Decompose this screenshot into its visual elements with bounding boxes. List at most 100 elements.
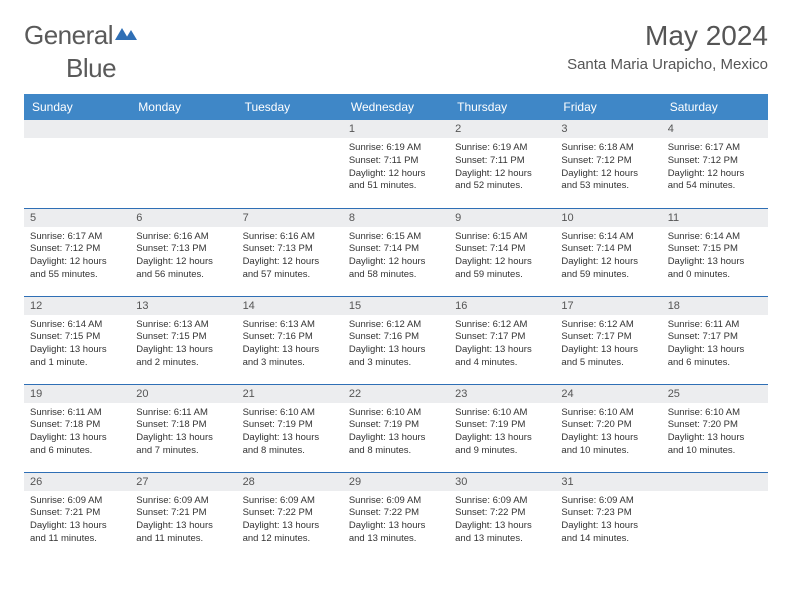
calendar-cell: 5Sunrise: 6:17 AMSunset: 7:12 PMDaylight…: [24, 208, 130, 296]
day-details: Sunrise: 6:14 AMSunset: 7:15 PMDaylight:…: [662, 227, 768, 288]
day-details: Sunrise: 6:17 AMSunset: 7:12 PMDaylight:…: [662, 138, 768, 199]
calendar-cell: 8Sunrise: 6:15 AMSunset: 7:14 PMDaylight…: [343, 208, 449, 296]
weekday-header-row: SundayMondayTuesdayWednesdayThursdayFrid…: [24, 94, 768, 120]
calendar-cell: 13Sunrise: 6:13 AMSunset: 7:15 PMDayligh…: [130, 296, 236, 384]
day-number: 1: [343, 120, 449, 138]
day-number-empty: [24, 120, 130, 138]
weekday-header: Monday: [130, 94, 236, 120]
calendar-table: SundayMondayTuesdayWednesdayThursdayFrid…: [24, 94, 768, 560]
day-details: Sunrise: 6:16 AMSunset: 7:13 PMDaylight:…: [130, 227, 236, 288]
weekday-header: Tuesday: [237, 94, 343, 120]
calendar-cell: 22Sunrise: 6:10 AMSunset: 7:19 PMDayligh…: [343, 384, 449, 472]
day-number: 30: [449, 473, 555, 491]
day-number: 3: [555, 120, 661, 138]
day-details: Sunrise: 6:13 AMSunset: 7:15 PMDaylight:…: [130, 315, 236, 376]
day-details: Sunrise: 6:09 AMSunset: 7:21 PMDaylight:…: [24, 491, 130, 552]
day-number: 21: [237, 385, 343, 403]
day-details: Sunrise: 6:10 AMSunset: 7:19 PMDaylight:…: [449, 403, 555, 464]
day-details: Sunrise: 6:10 AMSunset: 7:19 PMDaylight:…: [237, 403, 343, 464]
day-number: 19: [24, 385, 130, 403]
calendar-cell: 12Sunrise: 6:14 AMSunset: 7:15 PMDayligh…: [24, 296, 130, 384]
calendar-cell: [24, 120, 130, 208]
calendar-cell: 18Sunrise: 6:11 AMSunset: 7:17 PMDayligh…: [662, 296, 768, 384]
calendar-cell: 21Sunrise: 6:10 AMSunset: 7:19 PMDayligh…: [237, 384, 343, 472]
calendar-cell: 24Sunrise: 6:10 AMSunset: 7:20 PMDayligh…: [555, 384, 661, 472]
logo-text-1: General: [24, 20, 113, 51]
day-details: Sunrise: 6:11 AMSunset: 7:18 PMDaylight:…: [130, 403, 236, 464]
day-details: Sunrise: 6:12 AMSunset: 7:17 PMDaylight:…: [449, 315, 555, 376]
calendar-cell: 25Sunrise: 6:10 AMSunset: 7:20 PMDayligh…: [662, 384, 768, 472]
day-number: 28: [237, 473, 343, 491]
calendar-cell: 23Sunrise: 6:10 AMSunset: 7:19 PMDayligh…: [449, 384, 555, 472]
calendar-row: 12Sunrise: 6:14 AMSunset: 7:15 PMDayligh…: [24, 296, 768, 384]
calendar-cell: 29Sunrise: 6:09 AMSunset: 7:22 PMDayligh…: [343, 472, 449, 560]
day-number: 27: [130, 473, 236, 491]
day-number: 11: [662, 209, 768, 227]
day-number: 6: [130, 209, 236, 227]
day-details: Sunrise: 6:17 AMSunset: 7:12 PMDaylight:…: [24, 227, 130, 288]
day-details: Sunrise: 6:15 AMSunset: 7:14 PMDaylight:…: [343, 227, 449, 288]
calendar-row: 26Sunrise: 6:09 AMSunset: 7:21 PMDayligh…: [24, 472, 768, 560]
day-number-empty: [237, 120, 343, 138]
calendar-cell: 20Sunrise: 6:11 AMSunset: 7:18 PMDayligh…: [130, 384, 236, 472]
day-details: Sunrise: 6:09 AMSunset: 7:22 PMDaylight:…: [449, 491, 555, 552]
calendar-cell: [130, 120, 236, 208]
weekday-header: Wednesday: [343, 94, 449, 120]
calendar-cell: 6Sunrise: 6:16 AMSunset: 7:13 PMDaylight…: [130, 208, 236, 296]
calendar-row: 1Sunrise: 6:19 AMSunset: 7:11 PMDaylight…: [24, 120, 768, 208]
day-details: Sunrise: 6:15 AMSunset: 7:14 PMDaylight:…: [449, 227, 555, 288]
day-details: Sunrise: 6:10 AMSunset: 7:20 PMDaylight:…: [662, 403, 768, 464]
day-details: Sunrise: 6:12 AMSunset: 7:16 PMDaylight:…: [343, 315, 449, 376]
day-details: Sunrise: 6:12 AMSunset: 7:17 PMDaylight:…: [555, 315, 661, 376]
day-details: Sunrise: 6:14 AMSunset: 7:14 PMDaylight:…: [555, 227, 661, 288]
calendar-cell: 30Sunrise: 6:09 AMSunset: 7:22 PMDayligh…: [449, 472, 555, 560]
day-number: 18: [662, 297, 768, 315]
day-number: 13: [130, 297, 236, 315]
day-number-empty: [662, 473, 768, 491]
weekday-header: Sunday: [24, 94, 130, 120]
day-number: 17: [555, 297, 661, 315]
day-number: 23: [449, 385, 555, 403]
month-title: May 2024: [567, 20, 768, 52]
day-details: Sunrise: 6:10 AMSunset: 7:20 PMDaylight:…: [555, 403, 661, 464]
day-details: Sunrise: 6:11 AMSunset: 7:18 PMDaylight:…: [24, 403, 130, 464]
day-number: 24: [555, 385, 661, 403]
day-number: 26: [24, 473, 130, 491]
day-details: Sunrise: 6:13 AMSunset: 7:16 PMDaylight:…: [237, 315, 343, 376]
calendar-row: 5Sunrise: 6:17 AMSunset: 7:12 PMDaylight…: [24, 208, 768, 296]
calendar-cell: 11Sunrise: 6:14 AMSunset: 7:15 PMDayligh…: [662, 208, 768, 296]
day-number: 20: [130, 385, 236, 403]
day-number: 10: [555, 209, 661, 227]
calendar-cell: 1Sunrise: 6:19 AMSunset: 7:11 PMDaylight…: [343, 120, 449, 208]
logo-mark-icon: [115, 24, 137, 40]
day-number: 7: [237, 209, 343, 227]
day-number: 25: [662, 385, 768, 403]
day-number: 15: [343, 297, 449, 315]
day-details: Sunrise: 6:19 AMSunset: 7:11 PMDaylight:…: [343, 138, 449, 199]
calendar-cell: 9Sunrise: 6:15 AMSunset: 7:14 PMDaylight…: [449, 208, 555, 296]
weekday-header: Friday: [555, 94, 661, 120]
calendar-cell: 15Sunrise: 6:12 AMSunset: 7:16 PMDayligh…: [343, 296, 449, 384]
day-number-empty: [130, 120, 236, 138]
day-number: 4: [662, 120, 768, 138]
day-details: Sunrise: 6:19 AMSunset: 7:11 PMDaylight:…: [449, 138, 555, 199]
calendar-cell: 19Sunrise: 6:11 AMSunset: 7:18 PMDayligh…: [24, 384, 130, 472]
calendar-cell: [237, 120, 343, 208]
day-number: 22: [343, 385, 449, 403]
weekday-header: Thursday: [449, 94, 555, 120]
day-number: 5: [24, 209, 130, 227]
calendar-cell: 4Sunrise: 6:17 AMSunset: 7:12 PMDaylight…: [662, 120, 768, 208]
calendar-body: 1Sunrise: 6:19 AMSunset: 7:11 PMDaylight…: [24, 120, 768, 560]
calendar-cell: 3Sunrise: 6:18 AMSunset: 7:12 PMDaylight…: [555, 120, 661, 208]
day-number: 16: [449, 297, 555, 315]
day-details: Sunrise: 6:10 AMSunset: 7:19 PMDaylight:…: [343, 403, 449, 464]
day-details: Sunrise: 6:09 AMSunset: 7:21 PMDaylight:…: [130, 491, 236, 552]
calendar-cell: 10Sunrise: 6:14 AMSunset: 7:14 PMDayligh…: [555, 208, 661, 296]
calendar-cell: 14Sunrise: 6:13 AMSunset: 7:16 PMDayligh…: [237, 296, 343, 384]
calendar-cell: 31Sunrise: 6:09 AMSunset: 7:23 PMDayligh…: [555, 472, 661, 560]
calendar-cell: 28Sunrise: 6:09 AMSunset: 7:22 PMDayligh…: [237, 472, 343, 560]
day-number: 29: [343, 473, 449, 491]
day-number: 31: [555, 473, 661, 491]
weekday-header: Saturday: [662, 94, 768, 120]
day-details: Sunrise: 6:09 AMSunset: 7:23 PMDaylight:…: [555, 491, 661, 552]
